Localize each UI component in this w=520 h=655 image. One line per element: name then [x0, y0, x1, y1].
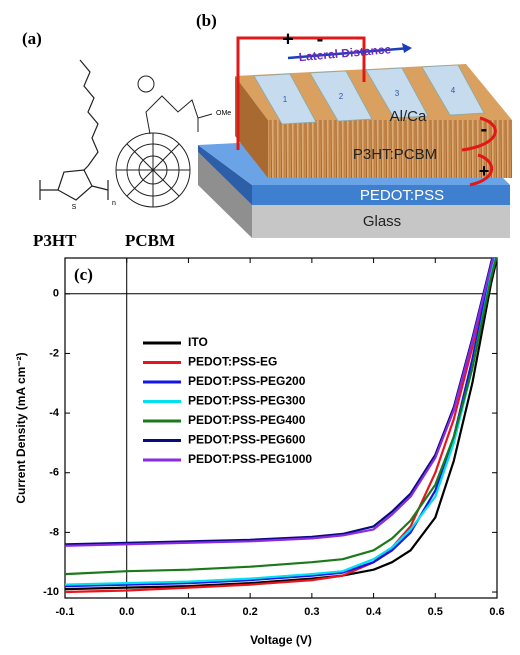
x-tick-label: 0.3: [304, 606, 319, 618]
molecule-name: P3HT: [33, 231, 77, 250]
x-tick-label: -0.1: [56, 606, 75, 618]
figure: (a) S n P3HT OMe PCBM (b): [0, 0, 520, 655]
y-tick-label: -10: [43, 586, 59, 598]
x-axis-label: Voltage (V): [250, 633, 312, 647]
lateral-label: Lateral Distance: [298, 42, 392, 64]
legend-label: PEDOT:PSS-PEG200: [188, 374, 306, 388]
page: (a) S n P3HT OMe PCBM (b): [0, 0, 520, 655]
y-axis-label: Current Density (mA cm⁻²): [14, 352, 28, 503]
panel-label: (b): [196, 11, 217, 30]
panel-label: (c): [74, 265, 93, 284]
legend-label: ITO: [188, 335, 208, 349]
sulfur-label: S: [72, 204, 77, 211]
legend-label: PEDOT:PSS-PEG600: [188, 433, 306, 447]
legend-label: PEDOT:PSS-PEG400: [188, 413, 306, 427]
terminal-sign: +: [282, 28, 294, 50]
repeat-label: n: [112, 200, 116, 207]
electrode-number: 2: [339, 92, 344, 101]
legend-label: PEDOT:PSS-PEG1000: [188, 452, 312, 466]
y-tick-label: -2: [49, 347, 59, 359]
x-tick-label: 0.1: [181, 606, 196, 618]
methoxy-label: OMe: [216, 110, 231, 117]
layer-label: Al/Ca: [390, 108, 427, 125]
x-tick-label: 0.6: [489, 606, 504, 618]
terminal-sign: -: [317, 28, 324, 50]
layer-label: PEDOT:PSS: [360, 187, 444, 204]
x-tick-label: 0.4: [366, 606, 382, 618]
series-line: [65, 240, 497, 544]
molecule-name: PCBM: [125, 231, 175, 250]
carrier-sign: -: [481, 118, 488, 140]
layer-label: P3HT:PCBM: [353, 146, 437, 163]
panel-label: (a): [22, 29, 42, 48]
x-tick-label: 0.2: [242, 606, 257, 618]
y-tick-label: -6: [49, 467, 59, 479]
electrode-number: 3: [395, 89, 400, 98]
electrode-number: 4: [451, 86, 456, 95]
pcbm-structure: [116, 76, 212, 207]
x-tick-label: 0.0: [119, 606, 134, 618]
plot-frame: [65, 258, 497, 598]
y-tick-label: -8: [49, 526, 59, 538]
legend-label: PEDOT:PSS-EG: [188, 355, 277, 369]
electrode-number: 1: [283, 95, 288, 104]
x-tick-label: 0.5: [428, 606, 443, 618]
y-tick-label: 0: [53, 288, 59, 300]
device-diagram: [198, 38, 512, 238]
carrier-sign: +: [479, 161, 490, 181]
plot-area: 0 -2 -4 -6 -8 -10 -0.1 0.0 0.1 0.2 0.3 0.4 0.5 0.6 ITO…: [43, 240, 505, 618]
p3ht-structure: [40, 60, 108, 200]
layer-label: Glass: [363, 213, 401, 230]
y-tick-label: -4: [49, 407, 60, 419]
legend-label: PEDOT:PSS-PEG300: [188, 394, 306, 408]
